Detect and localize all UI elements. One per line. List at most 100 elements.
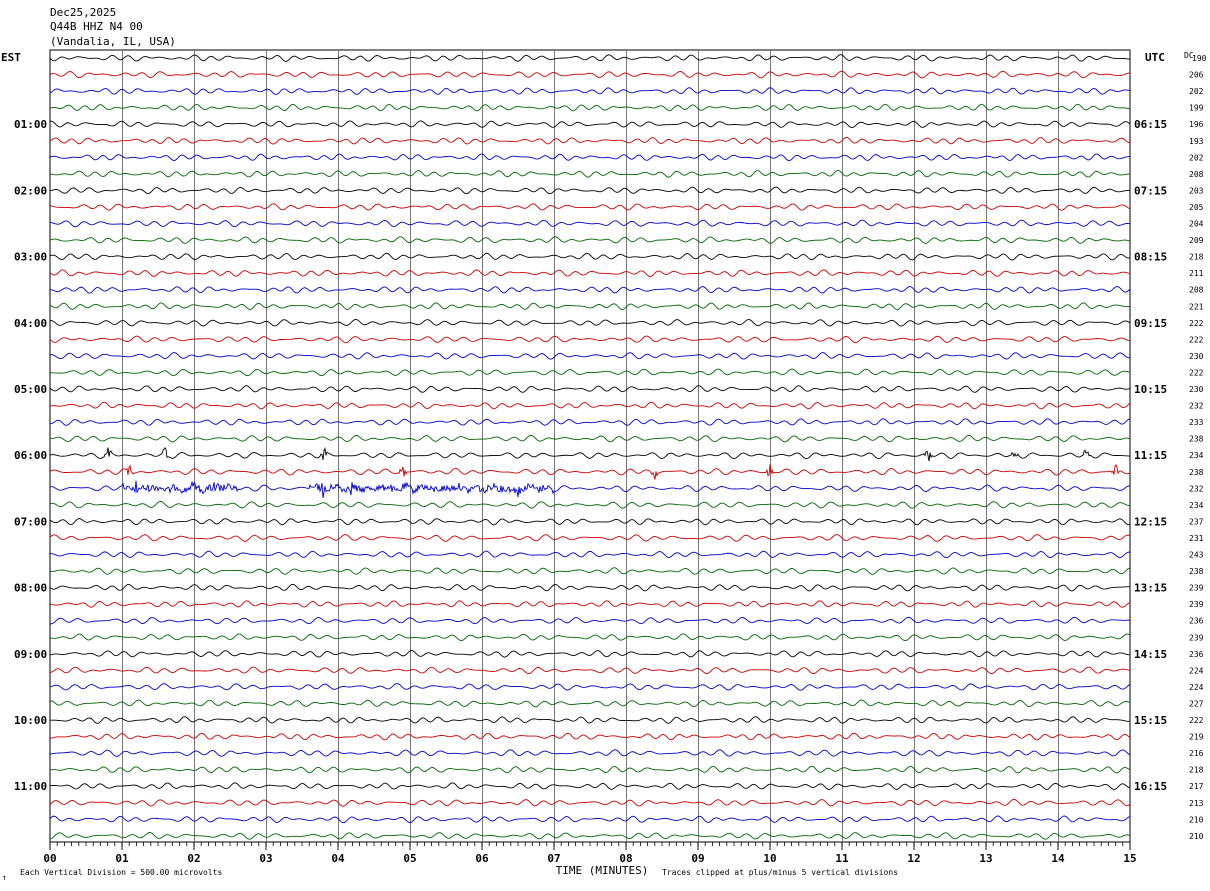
x-tick-label: 00 (43, 852, 56, 865)
trace-row-6 (49, 153, 1131, 162)
right-hour-label: 10:15 (1134, 383, 1167, 396)
trace-row-36 (49, 650, 1131, 658)
left-hour-label: 03:00 (14, 251, 47, 264)
trace-row-41 (49, 732, 1131, 741)
x-tick-label: 11 (835, 852, 849, 865)
trace-row-30 (49, 550, 1131, 559)
dc-offset-label: 203 (1189, 186, 1204, 195)
dc-offset-label: 237 (1189, 517, 1204, 526)
left-hour-label: 01:00 (14, 118, 47, 131)
dc-offset-label: 210 (1189, 832, 1204, 841)
dc-offset-label: 190 (1192, 54, 1207, 63)
right-hour-label: 14:15 (1134, 648, 1167, 661)
x-tick-label: 15 (1123, 852, 1136, 865)
dc-offset-label: 219 (1189, 733, 1204, 742)
location-label: (Vandalia, IL, USA) (50, 35, 176, 48)
dc-offset-label: 224 (1189, 683, 1204, 692)
trace-row-33 (49, 600, 1131, 608)
dc-offset-label: 243 (1189, 551, 1204, 560)
dc-offset-label: 224 (1189, 666, 1204, 675)
trace-row-7 (49, 169, 1131, 178)
dc-offset-label: 239 (1189, 600, 1204, 609)
dc-offset-label: 222 (1189, 368, 1204, 377)
trace-row-18 (49, 352, 1131, 360)
left-hour-label: 04:00 (14, 317, 47, 330)
dc-offset-label: 202 (1189, 87, 1204, 96)
dc-offset-label: 211 (1189, 269, 1204, 278)
trace-row-22 (49, 418, 1131, 426)
trace-row-20 (49, 385, 1131, 393)
trace-row-46 (49, 815, 1131, 824)
trace-row-31 (49, 567, 1131, 575)
dc-offset-label: 236 (1189, 617, 1204, 626)
dc-offset-label: 199 (1189, 104, 1204, 113)
dc-offset-label: 238 (1189, 567, 1204, 576)
trace-row-45 (49, 798, 1131, 807)
trace-row-24 (49, 446, 1131, 462)
trace-row-26 (49, 480, 1131, 499)
trace-row-32 (49, 583, 1131, 592)
dc-offset-label: 196 (1189, 120, 1204, 129)
trace-row-5 (49, 136, 1131, 145)
dc-offset-label: 239 (1189, 584, 1204, 593)
clip-note: Traces clipped at plus/minus 5 vertical … (662, 868, 898, 877)
trace-row-10 (49, 219, 1130, 228)
left-hour-label: 11:00 (14, 780, 47, 793)
dc-offset-label: 206 (1189, 71, 1204, 80)
trace-row-37 (49, 666, 1131, 675)
right-hour-label: 15:15 (1134, 714, 1167, 727)
trace-row-27 (49, 501, 1131, 509)
dc-offset-label: 230 (1189, 352, 1204, 361)
x-tick-label: 13 (979, 852, 992, 865)
trace-row-42 (49, 749, 1131, 757)
trace-row-47 (49, 832, 1131, 840)
x-tick-label: 01 (115, 852, 129, 865)
tz-left-label: EST (1, 51, 21, 64)
seismic-traces (49, 54, 1131, 840)
dc-offset-label: 232 (1189, 402, 1204, 411)
left-hour-label: 08:00 (14, 582, 47, 595)
right-hour-labels: 06:15 07:15 08:15 09:15 10:15 11:15 12:15 13:15… (1134, 118, 1167, 793)
left-hour-label: 07:00 (14, 515, 47, 528)
dc-offset-label: 217 (1189, 782, 1204, 791)
dc-offset-label: 232 (1189, 484, 1204, 493)
right-hour-label: 11:15 (1134, 449, 1167, 462)
trace-row-17 (49, 335, 1131, 344)
dc-offset-label: 208 (1189, 170, 1204, 179)
corner-mark: ↑ (2, 873, 7, 882)
trace-row-44 (49, 782, 1131, 790)
dc-offset-label: 238 (1189, 435, 1204, 444)
dc-offset-label: 213 (1189, 799, 1204, 808)
dc-offset-label: 227 (1189, 700, 1204, 709)
x-tick-label: 14 (1051, 852, 1065, 865)
trace-row-2 (49, 87, 1131, 95)
trace-row-35 (49, 633, 1131, 642)
dc-offset-labels: 190 206 202 199 196 193 202 208 203 205 204 209 218 2… (1189, 54, 1207, 841)
dc-offset-label: 218 (1189, 766, 1204, 775)
left-hour-label: 06:00 (14, 449, 47, 462)
x-tick-label: 08 (619, 852, 632, 865)
x-tick-label: 12 (907, 852, 920, 865)
right-hour-label: 16:15 (1134, 780, 1167, 793)
x-tick-label: 05 (403, 852, 416, 865)
dc-offset-label: 209 (1189, 236, 1204, 245)
dc-offset-label: 238 (1189, 468, 1204, 477)
dc-offset-label: 208 (1189, 286, 1204, 295)
trace-row-13 (49, 269, 1131, 277)
trace-row-34 (49, 616, 1131, 625)
trace-row-21 (49, 401, 1131, 410)
x-tick-label: 04 (331, 852, 345, 865)
trace-row-12 (49, 252, 1131, 261)
dc-label: DC (1184, 51, 1194, 60)
dc-offset-label: 218 (1189, 253, 1204, 262)
trace-row-39 (49, 699, 1131, 708)
dc-offset-label: 222 (1189, 716, 1204, 725)
left-hour-labels: 01:00 02:00 03:00 04:00 05:00 06:00 07:00 08:00… (14, 118, 47, 793)
left-hour-label: 05:00 (14, 383, 47, 396)
trace-row-4 (49, 120, 1131, 128)
dc-offset-label: 236 (1189, 650, 1204, 659)
dc-offset-label: 233 (1189, 418, 1204, 427)
x-tick-label: 07 (547, 852, 560, 865)
trace-row-40 (49, 716, 1131, 724)
